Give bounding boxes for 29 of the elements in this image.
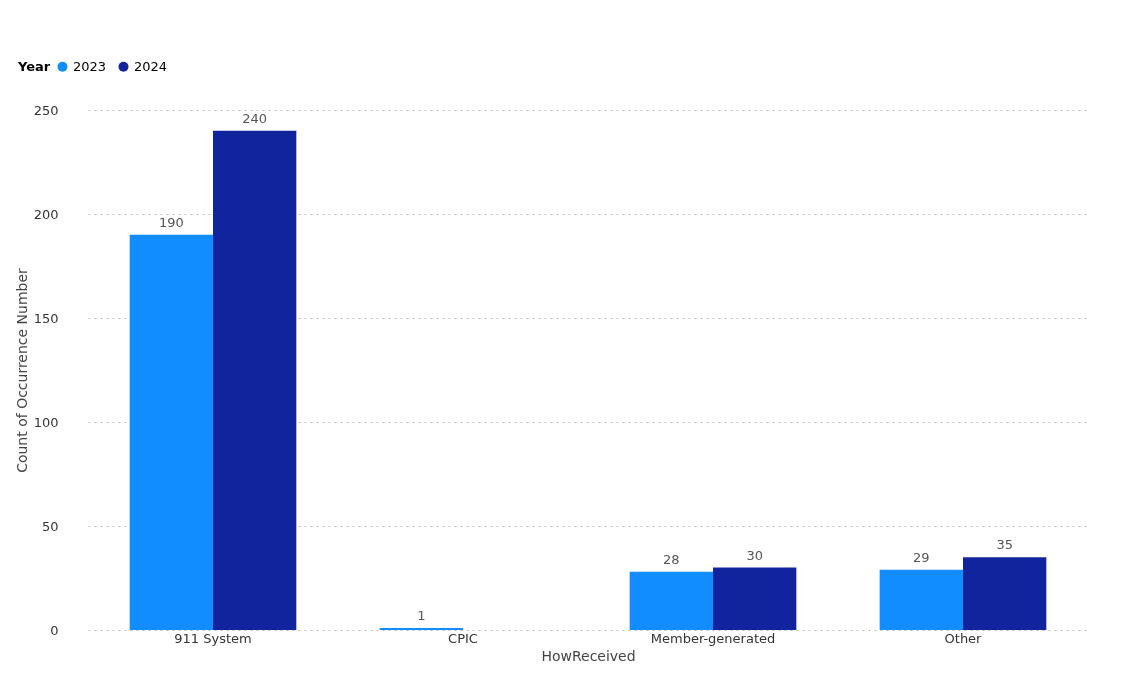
bar xyxy=(213,130,297,630)
y-tick-label: 0 xyxy=(50,622,59,638)
x-axis-title: HowReceived xyxy=(541,647,636,664)
y-tick-label: 250 xyxy=(33,102,59,118)
y-tick-label: 200 xyxy=(33,206,59,222)
bar xyxy=(713,567,797,630)
bar xyxy=(379,627,463,630)
data-label: 35 xyxy=(996,537,1013,553)
legend-title: Year xyxy=(17,59,51,74)
y-tick-label: 150 xyxy=(33,310,59,326)
x-tick-label: CPIC xyxy=(448,630,478,646)
bar xyxy=(129,234,213,630)
data-label: 28 xyxy=(663,551,680,567)
data-label: 30 xyxy=(746,547,763,563)
x-tick-label: 911 System xyxy=(174,630,252,646)
data-label: 1 xyxy=(417,607,426,623)
bar xyxy=(879,569,963,630)
bar xyxy=(963,557,1047,630)
legend-label: 2024 xyxy=(134,58,168,74)
legend-label: 2023 xyxy=(73,58,107,74)
bar xyxy=(629,571,713,630)
y-axis-title: Count of Occurrence Number xyxy=(13,267,30,473)
data-label: 240 xyxy=(242,110,268,126)
x-tick-label: Other xyxy=(944,630,983,646)
data-label: 190 xyxy=(158,214,184,230)
y-tick-label: 100 xyxy=(33,414,59,430)
x-tick-label: Member-generated xyxy=(650,630,776,646)
y-tick-label: 50 xyxy=(41,518,59,534)
data-label: 29 xyxy=(913,549,930,565)
